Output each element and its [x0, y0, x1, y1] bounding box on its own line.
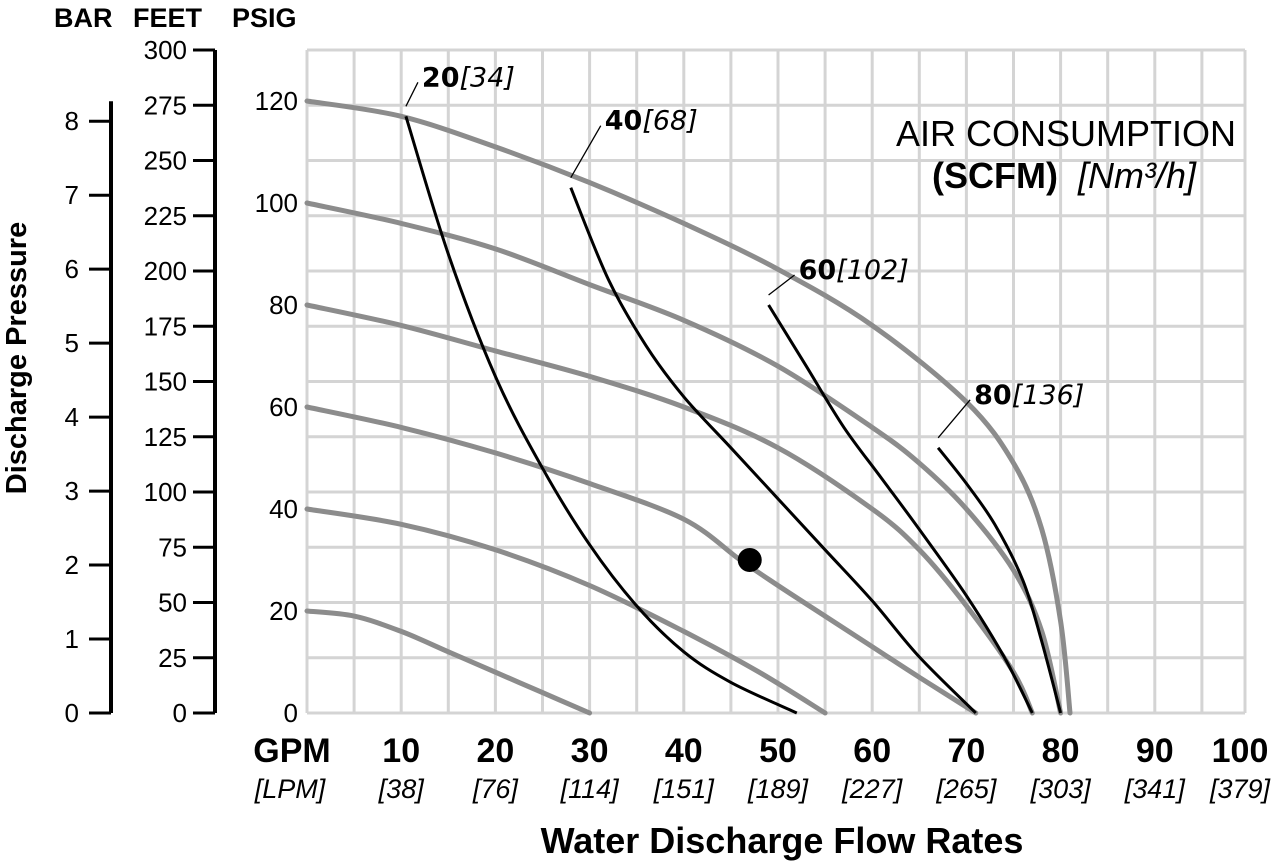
lpm-tick-label: [151]: [653, 774, 716, 804]
air-label-metric: [102]: [836, 255, 909, 286]
bar-axis-header: BAR: [54, 3, 113, 33]
air-label-scfm: 80: [974, 380, 1012, 411]
pressure-curve: [304, 98, 1073, 716]
legend-unit-scfm: (SCFM): [932, 155, 1058, 196]
bar-tick-label: 7: [65, 180, 79, 210]
gpm-tick-label: 100: [1212, 732, 1269, 770]
gpm-tick-label: 60: [853, 732, 891, 770]
air-label-leader: [570, 125, 602, 179]
lpm-tick-label: [189]: [747, 774, 810, 804]
air-consumption-line: [936, 446, 1063, 714]
bar-tick-label: 4: [65, 402, 79, 432]
lpm-tick-label: [76]: [472, 774, 520, 804]
air-consumption-line: [569, 187, 977, 715]
air-label-scfm: 60: [799, 255, 837, 286]
operating-point: [737, 548, 762, 572]
air-consumption-lines: [404, 115, 1063, 715]
pressure-curve: [304, 200, 1064, 716]
psig-tick-label: 100: [255, 188, 298, 218]
lpm-tick-label: [114]: [560, 774, 621, 804]
bar-tick-label: 0: [65, 698, 79, 728]
air-consumption-label: 60[102]: [799, 255, 909, 286]
feet-tick-label: 100: [144, 477, 187, 507]
gpm-tick-label: 40: [665, 732, 703, 770]
feet-tick-label: 125: [144, 422, 187, 452]
air-consumption-labels: 20[34] 40[68] 60[102] 80[136]: [405, 62, 1084, 439]
bar-tick-label: 1: [65, 624, 79, 654]
legend-title-units: (SCFM) [Nm³/h]: [932, 155, 1197, 196]
bar-tick-label: 3: [65, 476, 79, 506]
psig-tick-label: 0: [284, 698, 298, 728]
feet-axis-header: FEET: [133, 3, 203, 33]
air-label-metric: [136]: [1012, 380, 1085, 411]
gpm-tick-label: 80: [1042, 732, 1080, 770]
air-consumption-label: 80[136]: [974, 380, 1084, 411]
psig-tick-label: 120: [255, 86, 298, 116]
x-unit-label: GPM: [253, 732, 330, 770]
feet-tick-label: 275: [144, 90, 187, 120]
y-axis-title: Discharge Pressure: [1, 222, 33, 494]
pressure-curve: [304, 506, 828, 716]
lpm-tick-label: [341]: [1124, 774, 1187, 804]
feet-tick-label: 175: [144, 311, 187, 341]
pressure-curve: [304, 608, 593, 716]
legend-title: AIR CONSUMPTION: [896, 113, 1236, 154]
lpm-tick-label: [379]: [1209, 774, 1272, 804]
feet-tick-label: 300: [144, 35, 187, 65]
gpm-tick-label: 30: [571, 732, 609, 770]
psig-tick-label: 80: [269, 290, 298, 320]
tick-labels: 0123456780255075100125150175200225250275…: [65, 35, 1272, 804]
feet-tick-label: 225: [144, 201, 187, 231]
lpm-tick-label: [265]: [935, 774, 998, 804]
feet-tick-label: 50: [158, 588, 187, 618]
pressure-curve: [304, 302, 1035, 716]
air-label-metric: [68]: [642, 106, 697, 137]
x-unit-label-metric: [LPM]: [254, 774, 327, 804]
feet-tick-label: 25: [158, 643, 187, 673]
pressure-curve: [304, 404, 979, 716]
air-label-leader: [405, 82, 419, 107]
feet-tick-label: 0: [173, 698, 187, 728]
air-consumption-line: [404, 115, 798, 715]
air-label-scfm: 40: [605, 106, 643, 137]
bar-tick-label: 8: [65, 106, 79, 136]
gpm-tick-label: 70: [947, 732, 985, 770]
feet-tick-label: 75: [158, 532, 187, 562]
psig-tick-label: 40: [269, 494, 298, 524]
air-label-scfm: 20: [422, 62, 460, 93]
feet-tick-label: 200: [144, 256, 187, 286]
psig-tick-label: 20: [269, 596, 298, 626]
lpm-tick-label: [227]: [841, 774, 904, 804]
grid: [305, 48, 1247, 715]
air-label-metric: [34]: [459, 62, 514, 93]
pressure-curves: [304, 98, 1073, 716]
psig-tick-label: 60: [269, 392, 298, 422]
air-consumption-label: 20[34]: [422, 62, 515, 93]
feet-tick-label: 150: [144, 367, 187, 397]
lpm-tick-label: [38]: [378, 774, 426, 804]
feet-tick-label: 250: [144, 146, 187, 176]
air-consumption-label: 40[68]: [605, 106, 698, 137]
bar-tick-label: 6: [65, 254, 79, 284]
gpm-tick-label: 20: [476, 732, 514, 770]
bar-tick-label: 5: [65, 328, 79, 358]
psig-axis-header: PSIG: [232, 3, 297, 33]
gpm-tick-label: 10: [382, 732, 420, 770]
gpm-tick-label: 50: [759, 732, 797, 770]
legend-unit-metric: [Nm³/h]: [1077, 155, 1197, 196]
lpm-tick-label: [303]: [1030, 774, 1093, 804]
air-label-leader: [937, 399, 971, 439]
axes: [89, 48, 217, 715]
x-axis-title: Water Discharge Flow Rates: [541, 820, 1024, 861]
air-consumption-line: [767, 304, 1034, 714]
bar-tick-label: 2: [65, 550, 79, 580]
gpm-tick-label: 90: [1136, 732, 1174, 770]
air-label-leader: [768, 274, 795, 296]
